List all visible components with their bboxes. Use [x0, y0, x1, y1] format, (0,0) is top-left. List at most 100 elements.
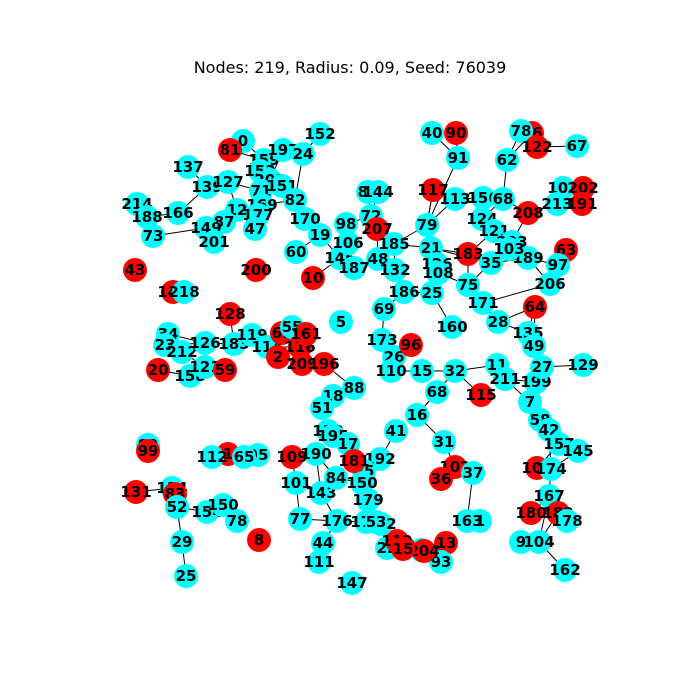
graph-node: 144	[362, 180, 394, 204]
node-label: 53	[366, 513, 387, 531]
node-label: 40	[422, 124, 443, 142]
graph-node: 206	[534, 272, 566, 296]
node-circle	[486, 310, 510, 334]
node-label: 188	[131, 208, 162, 226]
node-circle	[301, 266, 325, 290]
graph-node: 32	[443, 359, 467, 383]
node-circle	[519, 501, 543, 525]
node-circle	[308, 122, 332, 146]
graph-node: 128	[214, 302, 246, 326]
node-label: 52	[167, 498, 188, 516]
graph-node: 213	[541, 192, 573, 216]
node-label: 10	[303, 269, 324, 287]
graph-node: 59	[213, 358, 237, 382]
graph-node: 187	[338, 256, 370, 280]
node-circle	[555, 509, 579, 533]
node-label: 29	[172, 533, 193, 551]
node-circle	[546, 253, 570, 277]
node-label: 98	[336, 215, 357, 233]
node-label: 126	[189, 334, 220, 352]
graph-node: 109	[276, 445, 308, 469]
node-circle	[172, 280, 196, 304]
node-label: 202	[567, 179, 598, 197]
node-label: 106	[332, 234, 363, 252]
node-circle	[202, 230, 226, 254]
node-label: 113	[439, 190, 470, 208]
graph-node: 44	[311, 531, 335, 555]
graph-node: 51	[310, 396, 334, 420]
node-label: 183	[452, 245, 483, 263]
graph-node: 103	[493, 237, 525, 261]
node-circle	[446, 146, 470, 170]
node-circle	[493, 367, 517, 391]
node-label: 67	[567, 137, 588, 155]
node-label: 81	[220, 141, 241, 159]
graph-node: 190	[300, 442, 332, 466]
node-label: 77	[290, 510, 311, 528]
graph-node: 112	[196, 445, 228, 469]
node-circle	[342, 256, 366, 280]
graph-node: 16	[405, 403, 429, 427]
node-label: 121	[478, 222, 509, 240]
graph-node: 191	[566, 192, 598, 216]
node-circle	[166, 201, 190, 225]
node-circle	[170, 340, 194, 364]
graph-node: 47	[243, 217, 267, 241]
graph-node: 10	[301, 266, 325, 290]
node-circle	[432, 430, 456, 454]
node-circle	[539, 457, 563, 481]
node-label: 59	[215, 361, 236, 379]
graph-node: 150	[346, 471, 378, 495]
node-label: 43	[125, 261, 146, 279]
node-label: 78	[227, 512, 248, 530]
node-circle	[425, 380, 449, 404]
graph-node: 186	[388, 280, 420, 304]
graph-node: 15	[410, 359, 434, 383]
node-label: 187	[338, 259, 369, 277]
graph-node: 40	[420, 121, 444, 145]
graph-node: 75	[456, 273, 480, 297]
graph-node: 152	[304, 122, 336, 146]
node-label: 152	[304, 125, 335, 143]
node-circle	[530, 355, 554, 379]
node-circle	[525, 135, 549, 159]
graph-node: 101	[280, 471, 312, 495]
node-circle	[497, 237, 521, 261]
node-circle	[324, 466, 348, 490]
node-label: 27	[532, 358, 553, 376]
node-circle	[516, 246, 540, 270]
node-label: 5	[336, 313, 346, 331]
graph-node: 176	[321, 509, 353, 533]
node-label: 189	[512, 249, 543, 267]
node-circle	[429, 550, 453, 574]
graph-node: 121	[478, 219, 510, 243]
node-circle	[366, 180, 390, 204]
node-circle	[412, 539, 436, 563]
node-label: 211	[489, 370, 520, 388]
node-circle	[469, 383, 493, 407]
node-label: 112	[196, 448, 227, 466]
node-label: 73	[143, 227, 164, 245]
graph-node: 122	[521, 135, 553, 159]
node-label: 65	[234, 448, 255, 466]
node-label: 35	[481, 254, 502, 272]
node-label: 179	[352, 491, 383, 509]
graph-node: 167	[533, 484, 565, 508]
graph-node: 91	[446, 146, 470, 170]
graph-node: 162	[549, 558, 581, 582]
node-label: 37	[463, 464, 484, 482]
graph-node: 115	[465, 383, 497, 407]
node-circle	[271, 138, 295, 162]
node-label: 88	[344, 379, 365, 397]
graph-node: 127	[212, 170, 244, 194]
graph-node: 163	[451, 509, 483, 533]
node-label: 25	[422, 284, 443, 302]
node-circle	[225, 509, 249, 533]
graph-node: 8	[247, 528, 271, 552]
node-label: 163	[451, 512, 482, 530]
node-circle	[216, 170, 240, 194]
node-circle	[455, 509, 479, 533]
graph-node: 99	[136, 439, 160, 463]
graph-node: 160	[436, 315, 468, 339]
